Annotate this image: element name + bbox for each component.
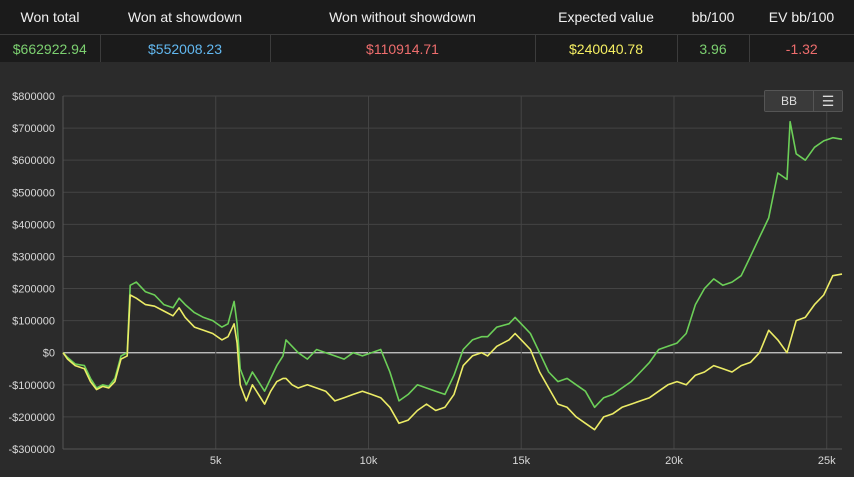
y-tick-label: $400000 <box>12 219 55 231</box>
y-tick-label: $100000 <box>12 316 55 328</box>
bb-toggle-button[interactable]: BB <box>765 91 814 111</box>
y-tick-label: $600000 <box>12 155 55 167</box>
y-tick-label: $700000 <box>12 123 55 135</box>
hamburger-menu-icon[interactable]: ☰ <box>814 91 842 111</box>
section-divider <box>0 62 854 72</box>
y-tick-label: -$100000 <box>9 380 56 392</box>
series-line-yellow <box>62 273 843 431</box>
stats-value-row: $662922.94 $552008.23 $110914.71 $240040… <box>0 34 854 62</box>
header-won-without-showdown: Won without showdown <box>329 9 476 25</box>
header-expected-value: Expected value <box>558 9 654 25</box>
value-won-total: $662922.94 <box>0 34 100 62</box>
y-tick-label: $0 <box>43 348 55 360</box>
y-tick-label: -$200000 <box>9 412 56 424</box>
y-tick-label: $800000 <box>12 91 55 103</box>
x-tick-label: 25k <box>818 455 836 467</box>
header-ev-bb100: EV bb/100 <box>768 9 835 25</box>
header-won-at-showdown: Won at showdown <box>127 9 243 25</box>
y-tick-label: $500000 <box>12 187 55 199</box>
stats-table: Won total Won at showdown Won without sh… <box>0 0 854 62</box>
header-won-total: Won total <box>20 9 80 25</box>
y-tick-label: $200000 <box>12 284 55 296</box>
value-ev-bb100: -1.32 <box>748 34 854 62</box>
x-tick-label: 5k <box>210 455 222 467</box>
series-line-green <box>62 120 843 409</box>
chart-panel: $800000 $700000 $600000 $500000 $400000 $3000… <box>0 72 854 472</box>
chart-controls: BB ☰ <box>764 90 843 112</box>
value-bb100: 3.96 <box>676 34 749 62</box>
value-expected-value: $240040.78 <box>534 34 677 62</box>
header-bb100: bb/100 <box>691 9 735 25</box>
y-tick-label: $300000 <box>12 251 55 263</box>
line-chart: $800000 $700000 $600000 $500000 $400000 $3000… <box>9 91 843 467</box>
y-tick-label: -$300000 <box>9 444 56 456</box>
stats-panel: Won total Won at showdown Won without sh… <box>0 0 854 62</box>
value-won-without-showdown: $110914.71 <box>269 34 535 62</box>
stats-header-row: Won total Won at showdown Won without sh… <box>0 0 854 35</box>
x-tick-label: 10k <box>360 455 378 467</box>
value-won-at-showdown: $552008.23 <box>99 34 270 62</box>
x-tick-label: 20k <box>665 455 683 467</box>
x-tick-label: 15k <box>512 455 530 467</box>
